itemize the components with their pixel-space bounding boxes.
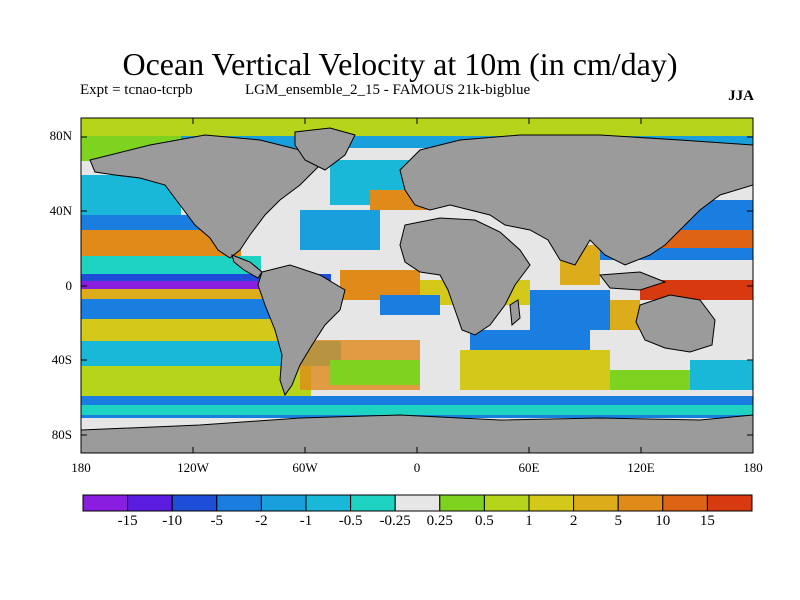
- colorbar-swatch: [483, 494, 530, 512]
- colorbar-swatch: [439, 494, 485, 512]
- experiment-label: Expt = tcnao-tcrpb: [80, 82, 193, 98]
- colorbar-swatch: [573, 494, 619, 512]
- colorbar-swatch: [662, 494, 708, 512]
- run-name-label: LGM_ensemble_2_15 - FAMOUS 21k-bigblue: [245, 82, 531, 98]
- lon-tick-60e: 60E: [518, 460, 540, 475]
- colorbar-label: -1: [299, 513, 313, 529]
- colorbar-label: 0.5: [475, 513, 494, 529]
- colorbar-swatch: [528, 494, 575, 512]
- colorbar-label: 1: [525, 513, 533, 529]
- colorbar-swatch: [394, 494, 441, 512]
- land: [81, 127, 753, 453]
- lon-tick-180w: 180: [71, 460, 91, 475]
- colorbar-label: -2: [255, 513, 268, 529]
- maritime-continent: [599, 271, 667, 291]
- colorbar-label: 10: [655, 513, 671, 529]
- colorbar-label: 15: [699, 513, 715, 529]
- lon-tick-180e: 180: [743, 460, 763, 475]
- colorbar-swatch: [171, 494, 218, 512]
- antarctica: [81, 414, 753, 453]
- central-america: [231, 254, 263, 279]
- colorbar-label: -5: [210, 513, 224, 529]
- greenland: [294, 127, 356, 171]
- lat-tick-80n: 80N: [49, 128, 72, 143]
- colorbar-swatch: [617, 494, 664, 512]
- eurasia: [399, 134, 753, 266]
- lat-tick-0: 0: [65, 278, 73, 293]
- north-america: [89, 134, 321, 259]
- colorbar-label: 2: [569, 513, 578, 529]
- map-title: Ocean Vertical Velocity at 10m (in cm/da…: [122, 46, 678, 82]
- south-america: [257, 264, 346, 397]
- lon-tick-60w: 60W: [292, 460, 318, 475]
- map-ticks: [81, 118, 753, 453]
- colorbar-label: -0.5: [338, 513, 363, 529]
- colorbar-label: -0.25: [379, 513, 411, 529]
- colorbar-label: -15: [117, 513, 138, 529]
- colorbar-swatch: [82, 494, 129, 512]
- australia: [635, 294, 716, 353]
- colorbar-label: 0.25: [426, 513, 453, 529]
- colorbar-swatch: [350, 494, 396, 512]
- season-label: JJA: [728, 88, 754, 104]
- lon-tick-0: 0: [413, 460, 421, 475]
- colorbar-swatch: [260, 494, 307, 512]
- lat-tick-80s: 80S: [51, 427, 72, 442]
- colorbar-label: -10: [162, 513, 183, 529]
- madagascar: [509, 299, 521, 327]
- colorbar-swatch: [216, 494, 262, 512]
- africa: [399, 217, 531, 336]
- colorbar-swatch: [305, 494, 352, 512]
- colorbar-swatch: [127, 494, 173, 512]
- colorbar-swatch: [706, 494, 753, 512]
- lon-tick-120w: 120W: [177, 460, 209, 475]
- lat-tick-40s: 40S: [51, 352, 72, 367]
- colorbar: [82, 494, 753, 512]
- lat-tick-40n: 40N: [49, 203, 72, 218]
- colorbar-label: 5: [614, 513, 622, 529]
- lon-tick-120e: 120E: [627, 460, 655, 475]
